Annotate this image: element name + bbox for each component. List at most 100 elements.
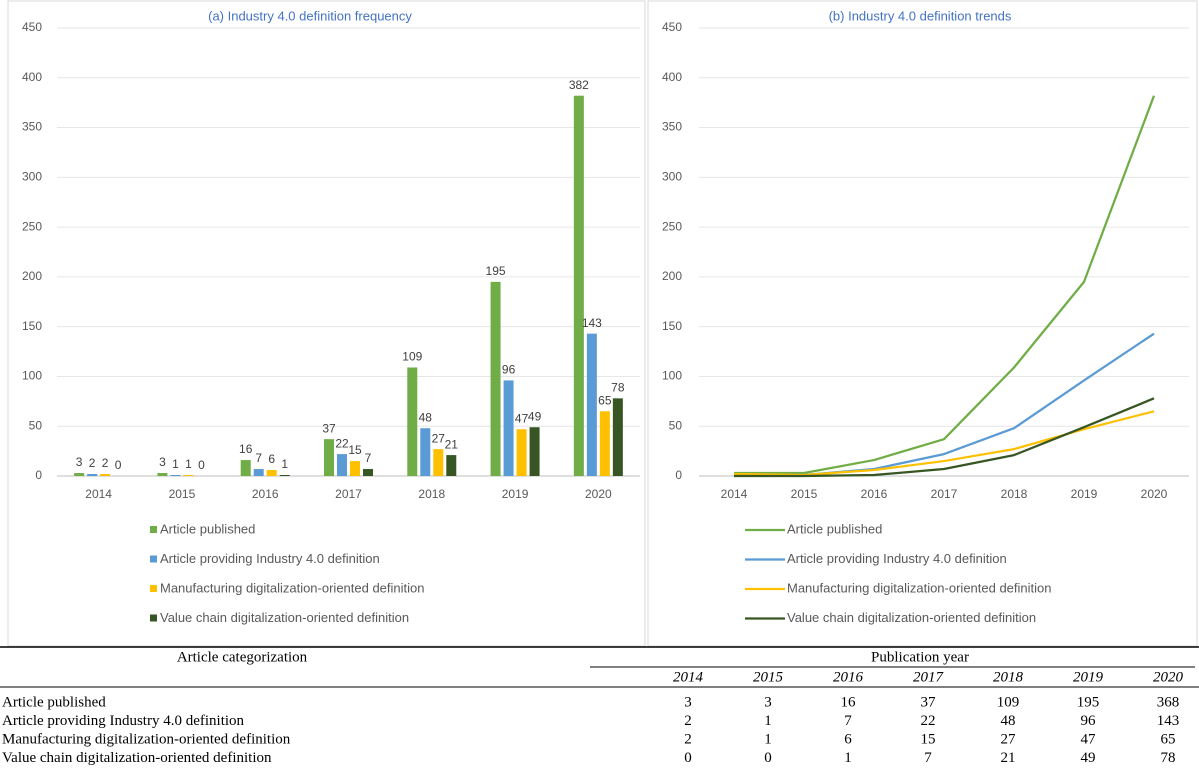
legend-label: Article published	[787, 521, 882, 536]
table-cell: 2	[684, 713, 692, 729]
data-label: 6	[268, 452, 275, 466]
x-tick-label: 2017	[931, 487, 958, 501]
bar	[433, 449, 444, 476]
bar	[586, 333, 597, 476]
y-tick-label: 400	[22, 70, 42, 84]
y-tick-label: 100	[22, 369, 42, 383]
data-label: 27	[432, 431, 446, 445]
x-tick-label: 2020	[585, 487, 612, 501]
table-cell: 65	[1161, 731, 1176, 747]
bar	[266, 470, 277, 476]
data-label: 3	[159, 455, 166, 469]
table-cell: 1	[764, 713, 772, 729]
series-line	[733, 332, 1155, 477]
table-row-label: Article providing Industry 4.0 definitio…	[2, 713, 245, 729]
table-cell: 195	[1077, 694, 1100, 710]
y-tick-label: 50	[669, 418, 683, 432]
bar	[516, 429, 527, 476]
bar	[337, 454, 347, 476]
table-row-label: Article published	[2, 694, 106, 710]
table-cell: 48	[1001, 713, 1016, 729]
data-label: 109	[402, 350, 422, 364]
x-tick-label: 2016	[252, 487, 279, 501]
data-label: 65	[598, 393, 612, 407]
panel-a	[7, 0, 646, 647]
table-cell: 3	[764, 694, 772, 710]
y-tick-label: 350	[662, 120, 682, 134]
table-cell: 22	[921, 713, 936, 729]
table-cell: 16	[841, 694, 857, 710]
bar	[240, 460, 251, 476]
table-cell: 143	[1157, 713, 1180, 729]
y-tick-label: 50	[29, 418, 43, 432]
y-tick-label: 150	[22, 319, 42, 333]
data-label: 0	[115, 458, 122, 472]
legend-swatch	[150, 555, 157, 563]
series-line	[734, 397, 1155, 478]
y-tick-label: 300	[22, 170, 42, 184]
data-label: 1	[281, 457, 288, 471]
data-label: 3	[76, 455, 83, 469]
y-tick-label: 450	[662, 20, 682, 34]
data-label: 382	[569, 78, 589, 92]
table-cell: 21	[1001, 750, 1016, 766]
x-tick-label: 2015	[169, 487, 196, 501]
bar	[503, 380, 514, 476]
series-line	[733, 410, 1155, 477]
legend-swatch	[150, 526, 157, 533]
data-label: 2	[102, 456, 109, 470]
panel-b	[647, 0, 1198, 647]
legend-label: Article published	[160, 521, 255, 536]
data-label: 0	[198, 458, 205, 472]
bar	[74, 473, 85, 476]
y-tick-label: 200	[662, 269, 682, 283]
data-label: 15	[348, 443, 362, 457]
y-tick-label: 250	[22, 219, 42, 233]
bar	[183, 475, 194, 476]
bar	[529, 427, 540, 476]
table-cell: 6	[844, 731, 852, 747]
legend-label: Value chain digitalization-oriented defi…	[160, 610, 409, 625]
table-cell: 78	[1161, 750, 1176, 766]
table-cell: 27	[1001, 731, 1017, 747]
table-cell: 1	[844, 750, 852, 766]
bar	[420, 428, 431, 476]
legend-label: Article providing Industry 4.0 definitio…	[160, 551, 380, 566]
table-year: 2017	[913, 669, 945, 685]
bar	[324, 439, 334, 476]
table-year: 2020	[1153, 669, 1184, 685]
bar	[573, 95, 584, 476]
bar	[350, 461, 360, 476]
legend-swatch	[150, 585, 157, 592]
table-year: 2016	[833, 669, 864, 685]
x-tick-label: 2015	[791, 487, 818, 501]
table-cell: 3	[684, 694, 692, 710]
x-tick-label: 2017	[335, 487, 362, 501]
table-cell: 7	[924, 750, 932, 766]
data-label: 143	[582, 316, 602, 330]
bar	[279, 475, 290, 476]
bar	[363, 469, 373, 476]
table-year: 2014	[673, 669, 704, 685]
data-label: 2	[89, 456, 96, 470]
data-label: 48	[419, 410, 433, 424]
y-tick-label: 200	[22, 269, 42, 283]
table-header: Article categorization	[177, 649, 308, 665]
data-label: 21	[445, 437, 459, 451]
table-header: Publication year	[871, 649, 969, 665]
y-tick-label: 100	[662, 369, 682, 383]
x-tick-label: 2016	[861, 487, 888, 501]
data-label: 7	[365, 451, 372, 465]
bar	[407, 367, 418, 476]
table-cell: 37	[921, 694, 937, 710]
data-label: 47	[515, 411, 529, 425]
table-cell: 2	[684, 731, 692, 747]
y-tick-label: 400	[662, 70, 682, 84]
x-tick-label: 2018	[1001, 487, 1028, 501]
y-tick-label: 0	[675, 468, 682, 482]
table-cell: 0	[764, 750, 772, 766]
x-tick-label: 2019	[502, 487, 529, 501]
table-cell: 1	[764, 731, 772, 747]
